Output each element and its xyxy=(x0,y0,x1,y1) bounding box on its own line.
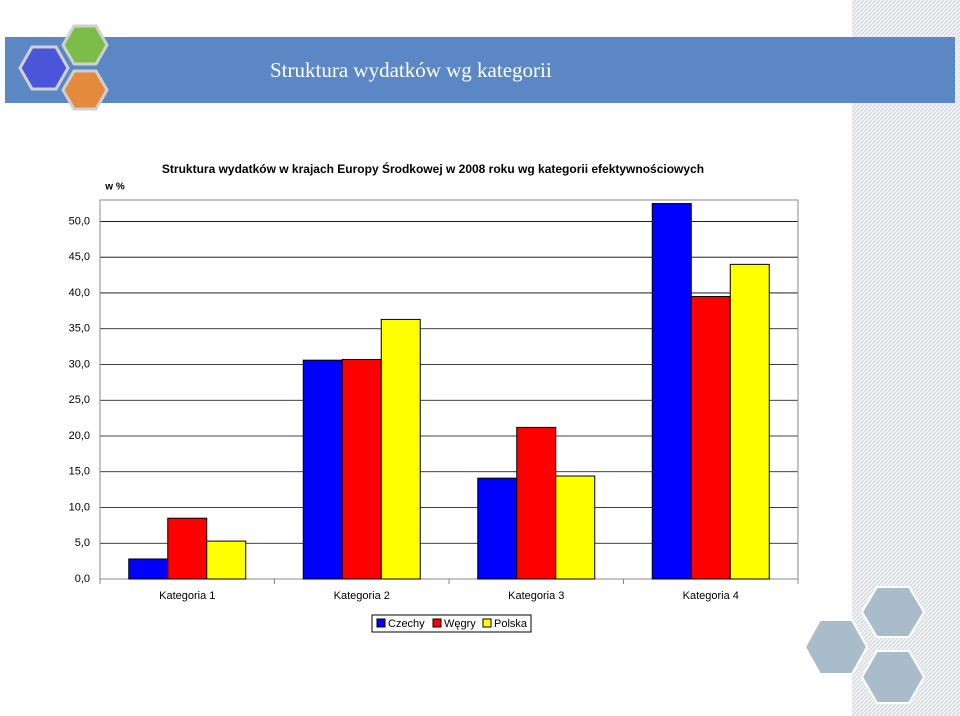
legend-swatch xyxy=(376,618,386,628)
y-tick-label: 30,0 xyxy=(69,358,90,370)
y-tick-label: 40,0 xyxy=(69,287,90,299)
y-tick-label: 10,0 xyxy=(69,501,90,513)
bar xyxy=(206,540,247,580)
x-tick-label: Kategoria 2 xyxy=(334,590,390,602)
y-tick-label: 25,0 xyxy=(69,394,90,406)
legend-label: Polska xyxy=(494,618,528,630)
deco-hexagons xyxy=(803,586,926,704)
y-axis-label: w % xyxy=(104,182,125,193)
y-tick-label: 50,0 xyxy=(69,215,90,227)
y-tick-label: 45,0 xyxy=(69,251,90,263)
legend-swatch xyxy=(482,618,492,628)
bar xyxy=(651,203,692,580)
x-tick-label: Kategoria 1 xyxy=(159,590,215,602)
bar xyxy=(555,475,596,580)
bar xyxy=(302,359,343,580)
x-tick-label: Kategoria 3 xyxy=(508,590,564,602)
bar xyxy=(690,296,731,580)
y-tick-label: 35,0 xyxy=(69,323,90,335)
bar xyxy=(516,426,557,580)
bar xyxy=(477,477,518,580)
x-tick-label: Kategoria 4 xyxy=(683,590,739,602)
chart-title: Struktura wydatków w krajach Europy Środ… xyxy=(162,161,704,176)
y-tick-label: 5,0 xyxy=(75,537,90,549)
bar xyxy=(341,358,382,580)
legend-swatch xyxy=(432,618,442,628)
bar xyxy=(729,263,770,580)
y-tick-label: 20,0 xyxy=(69,430,90,442)
legend-label: Węgry xyxy=(444,618,476,630)
bar xyxy=(167,517,208,580)
y-tick-label: 15,0 xyxy=(69,466,90,478)
header-bar xyxy=(5,37,955,103)
y-tick-label: 0,0 xyxy=(75,573,90,585)
hexagons xyxy=(18,24,109,111)
legend-label: Czechy xyxy=(388,618,425,630)
slide-title: Struktura wydatków wg kategorii xyxy=(270,58,552,82)
bar xyxy=(380,318,421,580)
bar xyxy=(128,558,169,580)
